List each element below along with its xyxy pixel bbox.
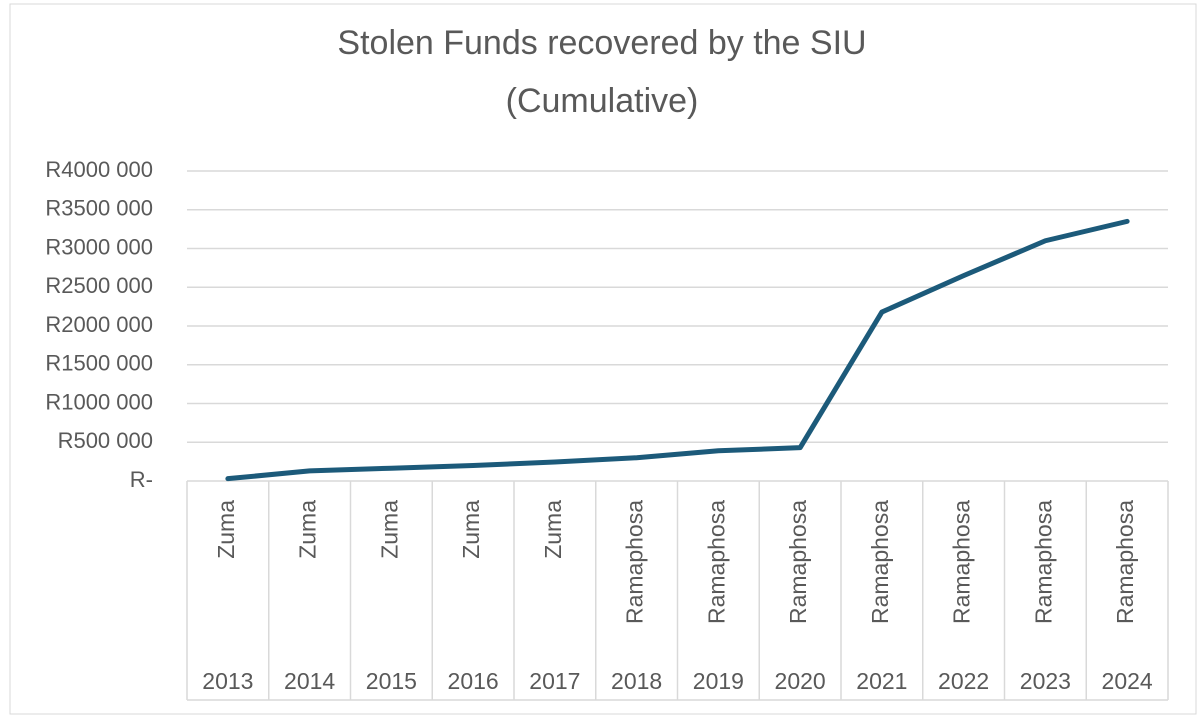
y-tick-label: R2500 000 — [45, 273, 153, 298]
x-tick-label: 2019 — [693, 668, 744, 694]
x-sub-label: Ramaphosa — [785, 500, 811, 624]
y-tick-label: R1000 000 — [45, 389, 153, 414]
y-tick-label: R- — [130, 467, 153, 492]
x-sub-label: Zuma — [376, 500, 402, 559]
x-sub-label: Ramaphosa — [949, 500, 975, 624]
x-tick-label: 2015 — [366, 668, 417, 694]
x-tick-label: 2018 — [611, 668, 662, 694]
x-sub-label: Ramaphosa — [622, 500, 648, 624]
x-sub-label: Zuma — [540, 500, 566, 559]
x-tick-label: 2022 — [938, 668, 989, 694]
x-sub-label: Ramaphosa — [1112, 500, 1138, 624]
x-sub-label: Zuma — [213, 500, 239, 559]
x-tick-label: 2020 — [775, 668, 826, 694]
chart-border — [9, 3, 1197, 715]
x-tick-label: 2014 — [284, 668, 335, 694]
x-tick-label: 2013 — [202, 668, 253, 694]
x-tick-label: 2021 — [856, 668, 907, 694]
x-tick-label: 2016 — [448, 668, 499, 694]
y-tick-label: R500 000 — [58, 428, 153, 453]
x-tick-label: 2023 — [1020, 668, 1071, 694]
x-tick-label: 2017 — [529, 668, 580, 694]
x-sub-label: Ramaphosa — [703, 500, 729, 624]
data-line — [225, 218, 1130, 482]
y-tick-label: R3000 000 — [45, 234, 153, 259]
y-tick-label: R2000 000 — [45, 312, 153, 337]
x-sub-label: Ramaphosa — [867, 500, 893, 624]
x-tick-label: 2024 — [1102, 668, 1153, 694]
y-tick-label: R1500 000 — [45, 351, 153, 376]
chart-subtitle: (Cumulative) — [506, 82, 699, 120]
chart-title: Stolen Funds recovered by the SIU — [337, 24, 866, 62]
y-tick-label: R3500 000 — [45, 196, 153, 221]
x-sub-label: Zuma — [458, 500, 484, 559]
y-tick-label: R4000 000 — [45, 157, 153, 182]
x-sub-label: Zuma — [295, 500, 321, 559]
x-sub-label: Ramaphosa — [1030, 500, 1056, 624]
